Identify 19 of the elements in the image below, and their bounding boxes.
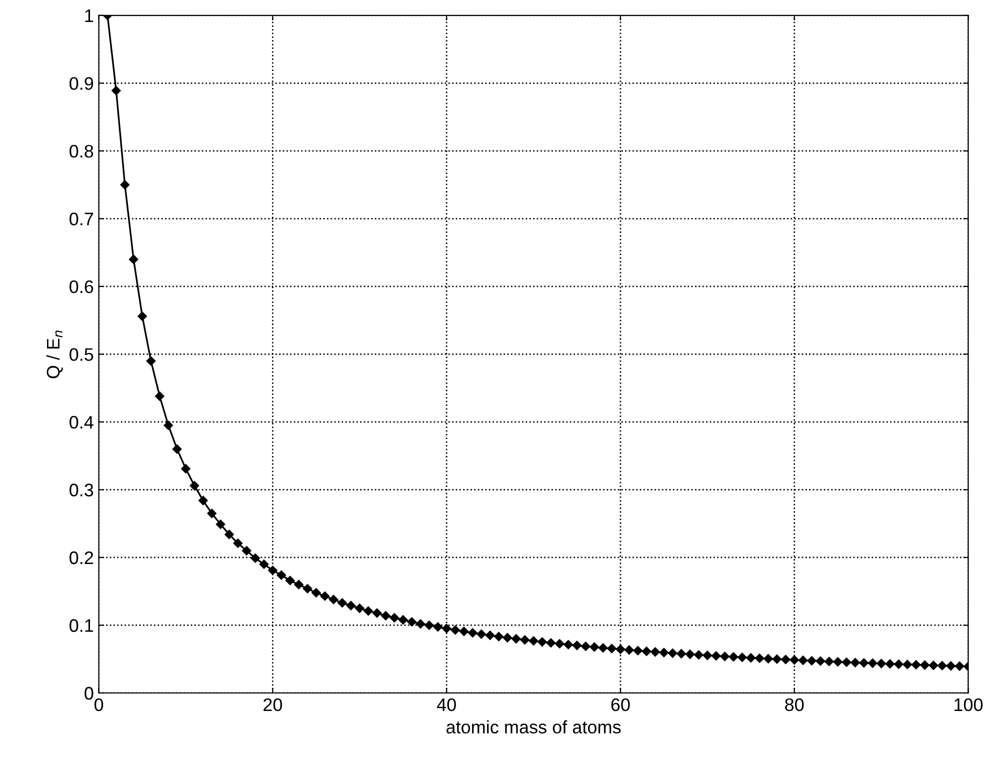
- x-tick-label: 60: [611, 698, 630, 712]
- x-tick-label: 80: [785, 698, 804, 712]
- y-tick-label: 0.4: [70, 416, 94, 429]
- x-tick-label: 40: [436, 698, 456, 712]
- y-tick-label: 0: [84, 686, 94, 700]
- y-tick-label: 0.3: [70, 484, 94, 496]
- x-tick-label: 0: [94, 698, 104, 712]
- y-axis-title: Q / E$_{n}$: [46, 330, 63, 378]
- x-axis-title: atomic mass of atoms: [446, 720, 621, 734]
- y-tick-label: 0.9: [70, 77, 94, 90]
- y-tick-label: 1: [85, 10, 94, 22]
- y-tick-label: 0.1: [70, 619, 94, 632]
- y-tick-label: 0.7: [70, 212, 94, 226]
- y-tick-label: 0.5: [70, 348, 94, 361]
- y-tick-label: 0.6: [70, 280, 94, 294]
- x-tick-label: 100: [954, 698, 983, 712]
- y-tick-label: 0.8: [70, 144, 94, 158]
- x-tick-label: 20: [264, 698, 282, 712]
- y-tick-label: 0.2: [70, 551, 94, 564]
